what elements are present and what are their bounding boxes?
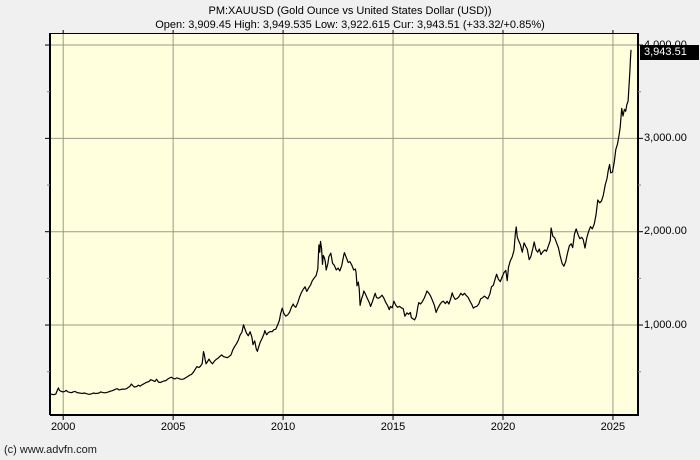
x-axis-tick-label: 2005 [160, 421, 186, 433]
chart-ohlc-subtitle: Open: 3,909.45 High: 3,949.535 Low: 3,92… [155, 19, 545, 31]
y-axis-tick-label: 1,000.00 [644, 318, 687, 331]
y-axis-tick-label: 3,000.00 [644, 131, 687, 144]
x-axis-tick-label: 2015 [380, 421, 406, 433]
current-price-label: 3,943.51 [640, 45, 699, 61]
x-axis-tick-label: 2000 [50, 421, 76, 433]
x-axis-tick-label: 2025 [600, 421, 626, 433]
x-axis-tick-label: 2010 [270, 421, 296, 433]
price-line-series [49, 49, 632, 396]
advfn-credit: (c) www.advfn.com [4, 444, 97, 456]
y-axis-tick-label: 2,000.00 [644, 225, 687, 238]
plot-area [50, 33, 638, 415]
chart-title: PM:XAUUSD (Gold Ounce vs United States D… [208, 5, 492, 17]
x-axis-tick-label: 2020 [490, 421, 516, 433]
